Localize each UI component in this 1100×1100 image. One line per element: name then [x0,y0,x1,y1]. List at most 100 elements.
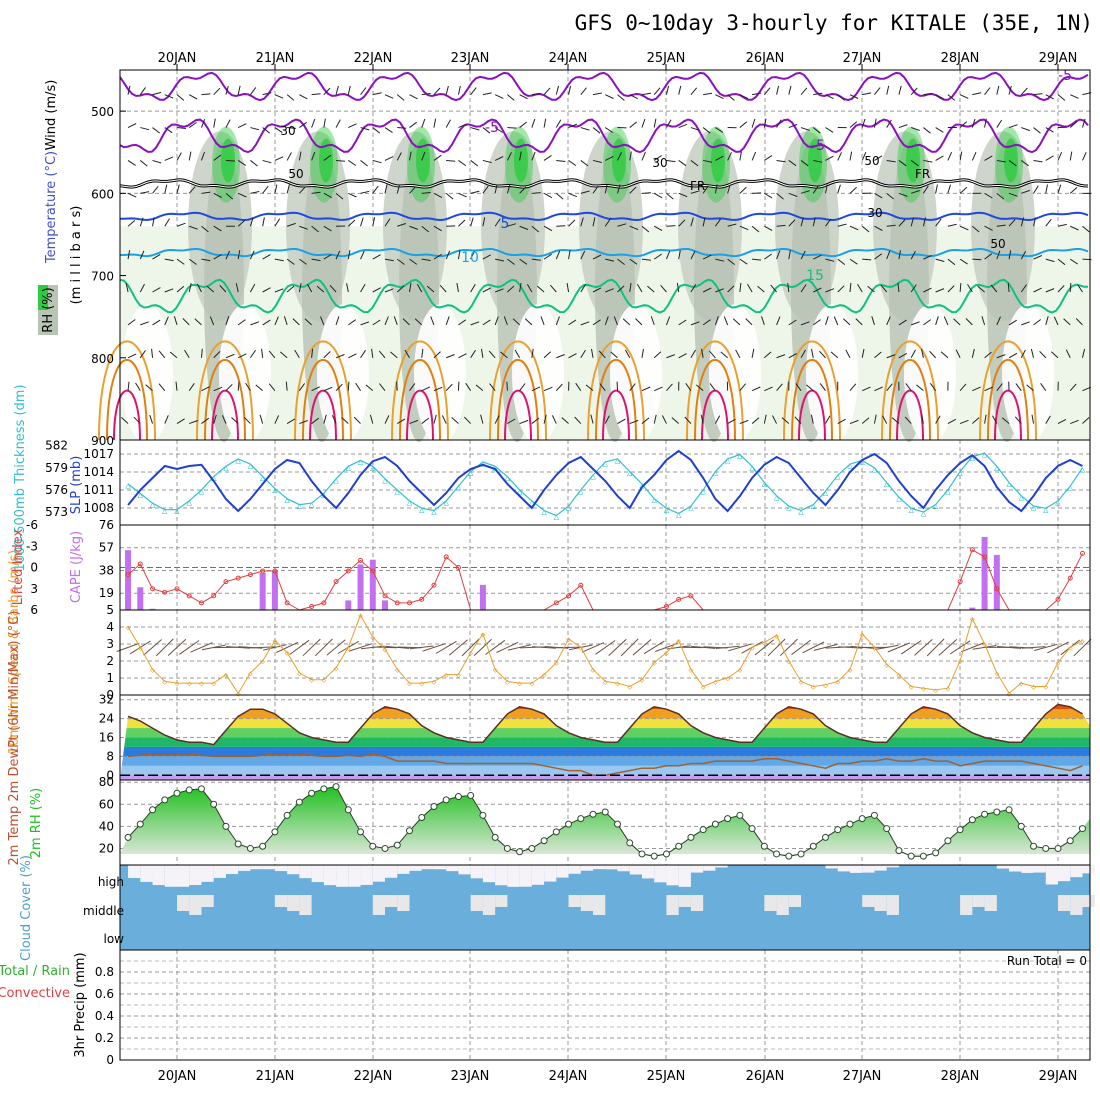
wind-barb [592,185,599,194]
wind-barb [176,285,185,293]
wind-barb [702,127,711,134]
wind-barb [568,353,577,359]
wind-ytick: 4 [106,620,114,634]
wind-barb [580,284,587,293]
wind-barb [690,160,699,167]
rh-point [344,806,352,814]
wind-barb [1050,351,1059,359]
thickness-point: △ [554,513,560,523]
rh-point [222,822,230,830]
date-label-top: 22JAN [354,51,393,66]
wind-barb [825,288,835,293]
thickness-point: △ [860,457,866,467]
wind-barb [1033,127,1041,134]
wind-barb [665,85,670,95]
wind-barb [396,184,401,194]
wind-barb [213,225,222,232]
wind-barb [812,127,821,134]
wind-barb [695,384,704,392]
wind-barb [605,155,614,161]
thickness-point: △ [468,468,474,478]
slp-ytick: 1011 [83,483,114,497]
lifted-index-point [223,579,229,585]
wind-barb [580,87,587,95]
wind-speed-point: ◇ [554,659,559,668]
wind-barb [402,318,410,326]
cloud-high-gap [1045,865,1058,885]
wind-barb [788,192,798,197]
wind-barb [127,381,130,391]
wind-barb [127,250,131,260]
wind-speed-point: ◇ [272,637,277,646]
slp-ytick: 1017 [83,447,114,461]
wind-barb [164,415,169,424]
rh-point [332,783,340,791]
wind-barb-10m [461,638,480,657]
temp-line [127,703,1083,746]
wind-barb [360,127,370,131]
precip-ytick: 0.2 [95,1031,114,1045]
wind-barb [629,258,638,265]
wind-barb [409,419,419,425]
wind-barb [298,186,306,194]
wind-barb [213,154,222,161]
wind-barb [458,319,467,326]
wind-barb [959,151,963,161]
wind-barb [971,118,976,128]
wind-barb [556,354,565,359]
wind-barb [745,318,753,326]
thickness-point: △ [664,505,670,515]
temp-contour-30 [602,389,630,441]
wind-barb-10m [1021,646,1046,649]
wind-barb [849,258,858,265]
thickness-point: △ [382,476,388,486]
wind-barb [1033,287,1042,293]
wind-barb [1008,85,1012,95]
wind-barb [188,121,197,128]
cloud-high-gap [177,865,190,887]
wind-barb [494,415,500,424]
wind-barb [262,217,265,227]
wind-barb [959,225,969,231]
cloud-high-gap [189,865,202,886]
wind-speed-point: ◇ [138,643,143,652]
wind-barb [676,283,680,293]
rh-point [393,841,401,849]
wind-barb [250,160,258,167]
thickness-ytick: 573 [45,505,68,519]
rh-point [418,814,426,822]
wind-barb [916,384,924,392]
rh-dry-core [904,304,956,445]
wind-barb [372,217,376,227]
cloud-middle-gap [788,895,802,907]
temp-contour-30 [211,389,239,441]
wind-barb [911,127,920,131]
rh-green-90 [1004,138,1018,183]
wind-barb-10m [422,643,446,652]
rh-point [197,785,205,793]
wind-barb [209,316,215,326]
wind-barb [555,119,562,128]
temp-contour-minus5 [119,118,1089,154]
wind-barb [213,254,222,260]
wind-barb [470,321,480,326]
wind-barb [1033,159,1043,163]
wind-barb [519,383,526,391]
wind-barb [482,287,492,293]
wind-barb [727,152,732,161]
temp-contour-30 [504,389,532,441]
wind-barb [176,152,182,161]
slp-ylabel-thickness: 1000-500mb Thickness (dm) [13,384,28,571]
cape-bar [345,600,352,610]
wind-barb [176,222,186,227]
wind-barb [396,418,406,424]
wind-barb [360,217,364,227]
rh-point [246,844,254,852]
wind-barb [800,127,810,131]
wind-barb [164,156,174,161]
cloud-high-gap [213,865,226,878]
wind-barb [977,285,985,293]
wind-barb [1070,94,1079,99]
wind-barb-10m [887,642,911,653]
